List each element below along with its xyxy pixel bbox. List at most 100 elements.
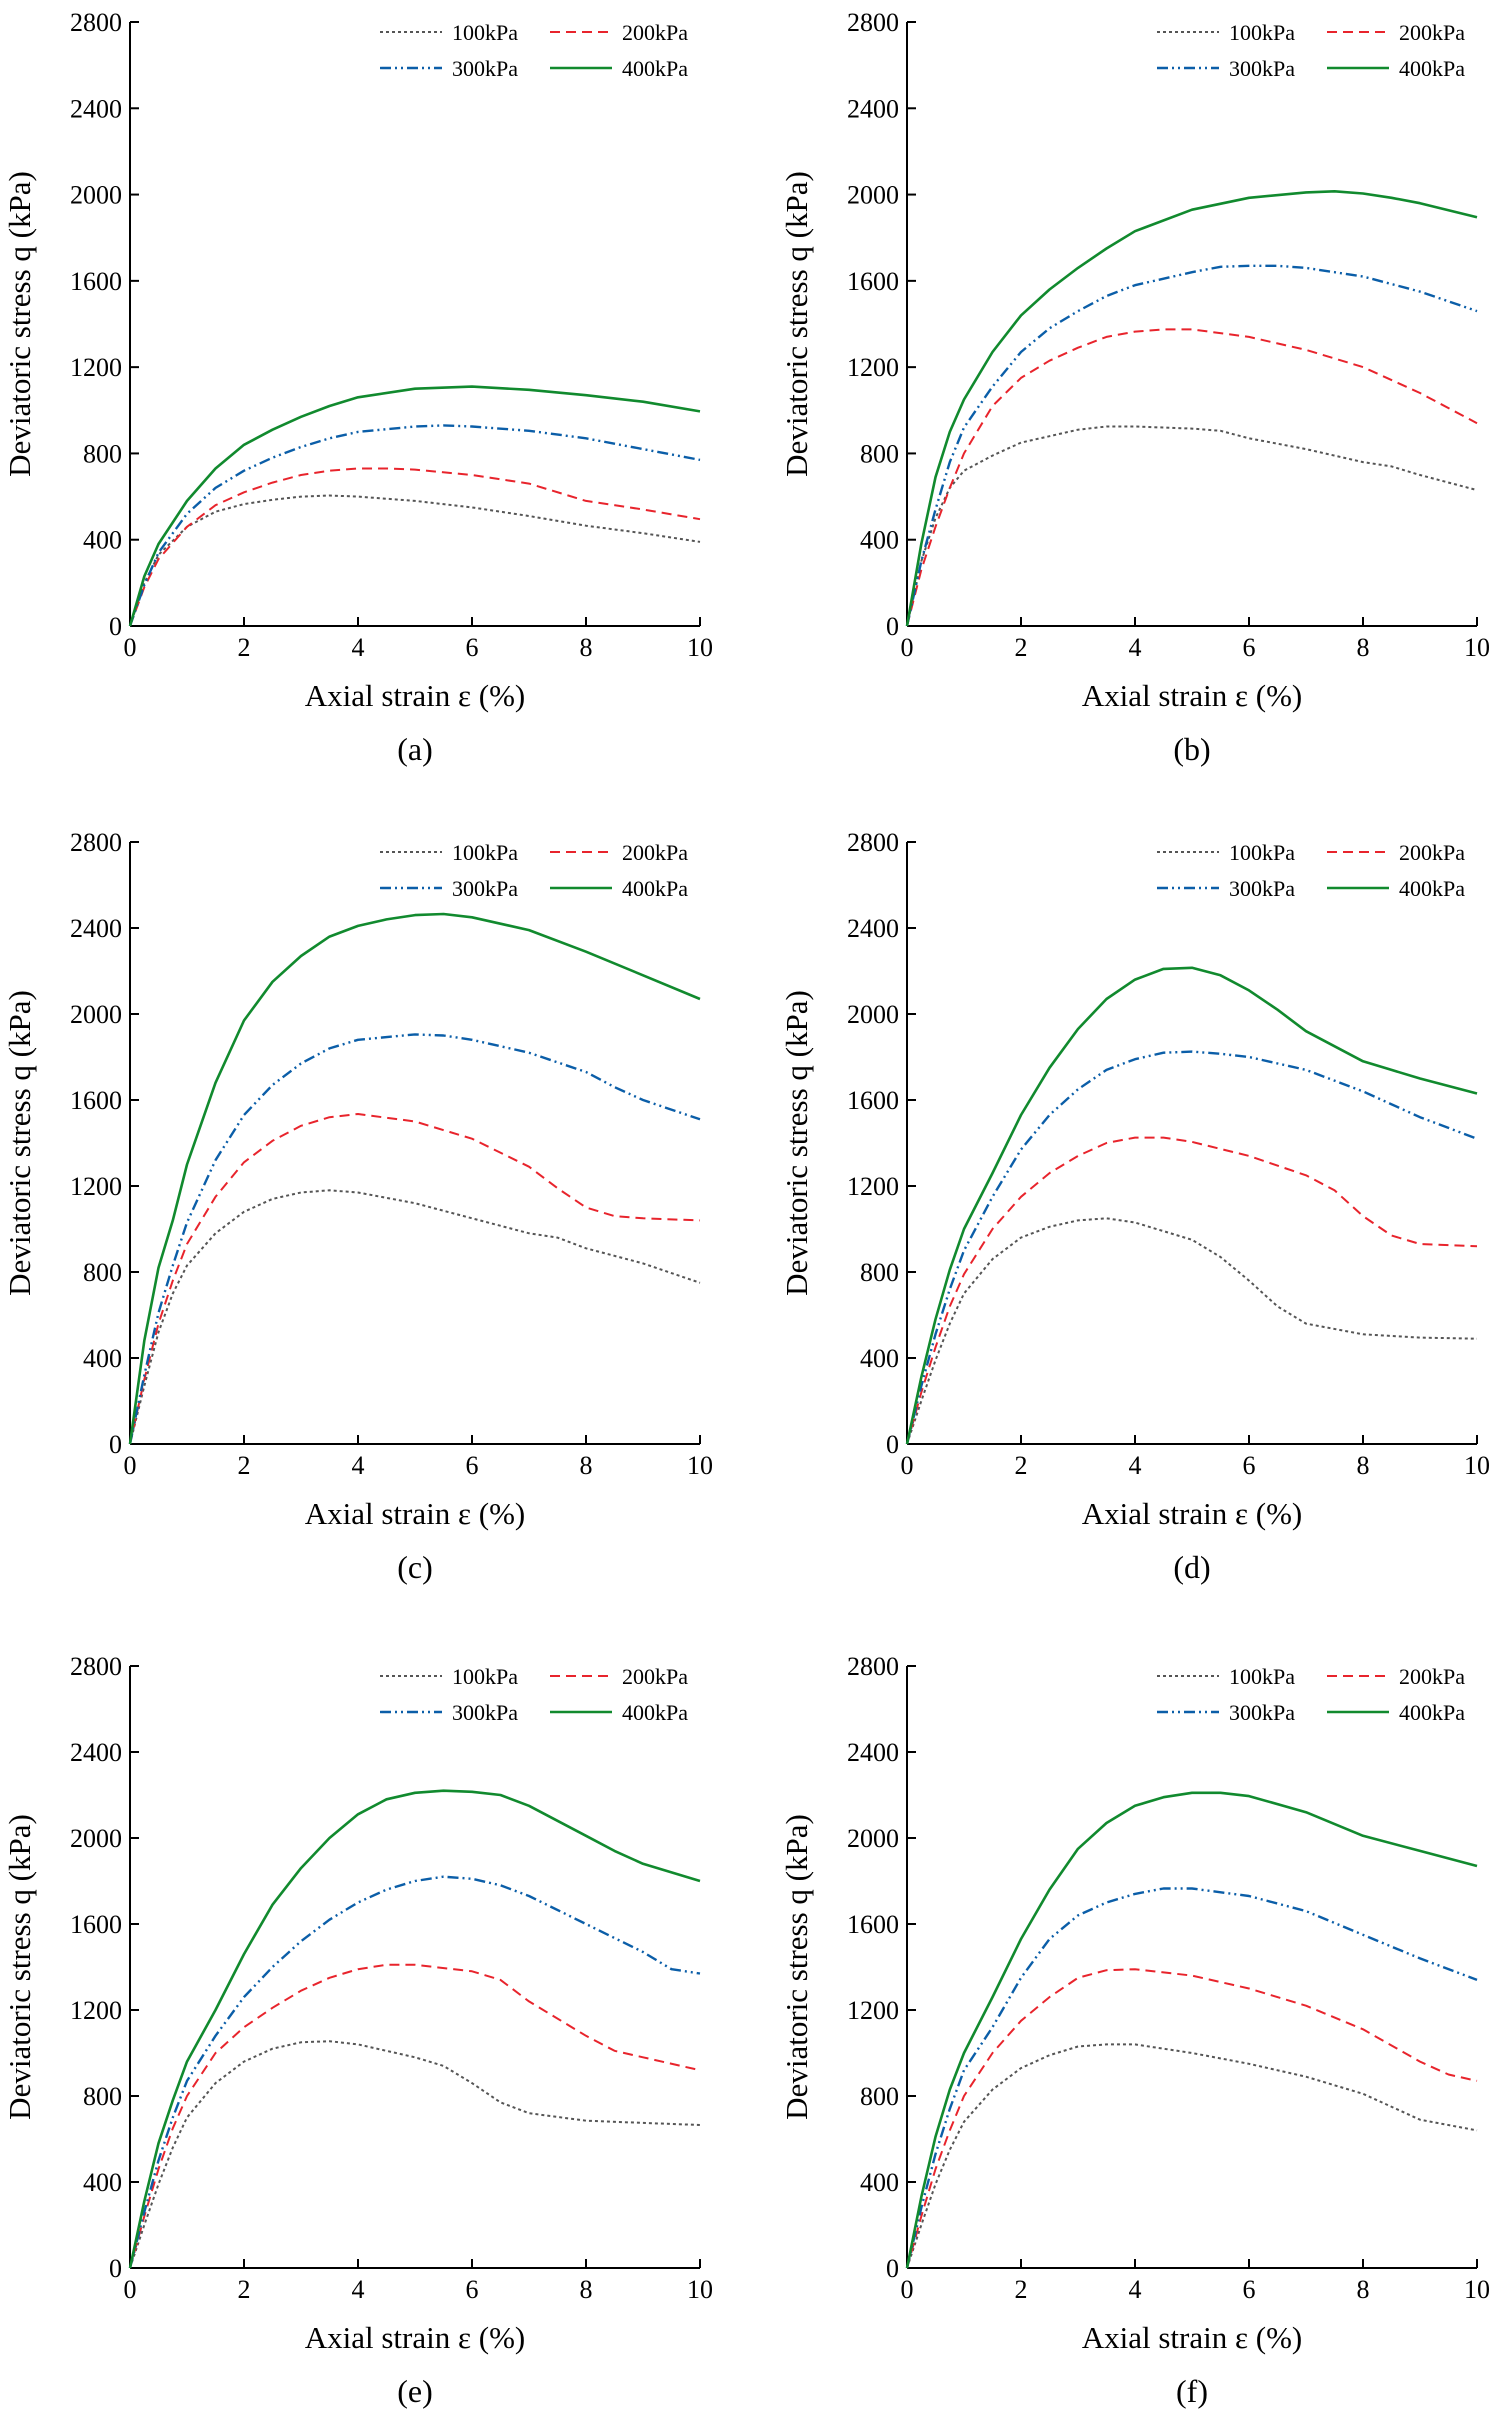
series-line-400kPa	[128, 912, 701, 1445]
chart-panel-4: 0 2 4 6 8 10 0 400 800 1200 1600 2000 2400 2800 Axial …	[779, 828, 1490, 1585]
legend-label: 100kPa	[1229, 1664, 1295, 1689]
series-line-400kPa	[128, 1789, 701, 2269]
y-tick-label: 2800	[847, 8, 899, 37]
x-tick-label: 8	[1357, 633, 1370, 662]
series-line-200kPa	[129, 1963, 701, 2269]
y-tick-label: 1600	[847, 1910, 899, 1939]
legend-label: 300kPa	[1229, 876, 1295, 901]
legend-label: 100kPa	[1229, 840, 1295, 865]
series-line-400kPa	[905, 1791, 1478, 2269]
y-tick-label: 2000	[847, 1824, 899, 1853]
x-tick-label: 0	[901, 633, 914, 662]
y-tick-label: 800	[83, 439, 122, 468]
x-axis-label: Axial strain ε (%)	[305, 1496, 525, 1531]
series-line-100kPa	[906, 425, 1478, 627]
chart-panel-5: 0 2 4 6 8 10 0 400 800 1200 1600 2000 2400 2800 Axial …	[2, 1652, 713, 2409]
y-tick-label: 400	[860, 1344, 899, 1373]
legend-label: 300kPa	[1229, 1700, 1295, 1725]
panel-label: (e)	[397, 2373, 433, 2409]
series-line-200kPa	[129, 467, 701, 627]
y-tick-label: 1200	[70, 353, 122, 382]
y-tick-label: 2800	[70, 8, 122, 37]
y-tick-label: 2800	[70, 828, 122, 857]
series-line-400kPa	[905, 966, 1478, 1445]
x-tick-label: 10	[1464, 1451, 1490, 1480]
series-line-100kPa	[129, 1189, 701, 1445]
legend: 100kPa 200kPa 300kPa 400kPa	[380, 20, 688, 81]
y-tick-label: 1200	[70, 1996, 122, 2025]
x-tick-label: 10	[1464, 633, 1490, 662]
panel-label: (a)	[397, 731, 433, 767]
y-tick-label: 1600	[847, 1086, 899, 1115]
y-tick-label: 1200	[70, 1172, 122, 1201]
y-tick-label: 2000	[70, 1824, 122, 1853]
legend: 100kPa 200kPa 300kPa 400kPa	[1157, 1664, 1465, 1725]
y-tick-label: 1600	[70, 267, 122, 296]
y-axis-label: Deviatoric stress q (kPa)	[2, 990, 37, 1296]
legend-label: 100kPa	[1229, 20, 1295, 45]
y-tick-label: 800	[860, 439, 899, 468]
x-tick-label: 2	[238, 633, 251, 662]
x-tick-label: 4	[352, 633, 365, 662]
x-tick-label: 6	[1243, 2275, 1256, 2304]
series-line-200kPa	[906, 1136, 1478, 1445]
x-tick-label: 4	[352, 2275, 365, 2304]
x-tick-label: 8	[580, 1451, 593, 1480]
x-tick-label: 0	[124, 1451, 137, 1480]
series-line-300kPa	[128, 1033, 701, 1445]
y-tick-label: 1200	[847, 353, 899, 382]
series-line-300kPa	[905, 1050, 1478, 1445]
y-axis-label: Deviatoric stress q (kPa)	[779, 990, 814, 1296]
panel-label: (d)	[1173, 1549, 1210, 1585]
x-tick-label: 4	[352, 1451, 365, 1480]
y-tick-label: 1200	[847, 1172, 899, 1201]
y-tick-label: 400	[860, 526, 899, 555]
x-tick-label: 10	[687, 633, 713, 662]
x-tick-label: 8	[580, 2275, 593, 2304]
y-tick-label: 1600	[70, 1910, 122, 1939]
y-tick-label: 0	[109, 612, 122, 641]
legend-label: 400kPa	[1399, 1700, 1465, 1725]
legend: 100kPa 200kPa 300kPa 400kPa	[380, 840, 688, 901]
x-axis-label: Axial strain ε (%)	[305, 678, 525, 713]
x-tick-label: 6	[466, 1451, 479, 1480]
y-tick-label: 1600	[70, 1086, 122, 1115]
x-tick-label: 2	[1015, 2275, 1028, 2304]
y-tick-label: 2000	[847, 181, 899, 210]
x-axis-label: Axial strain ε (%)	[1082, 1496, 1302, 1531]
x-tick-label: 2	[238, 1451, 251, 1480]
legend-label: 200kPa	[622, 20, 688, 45]
x-tick-label: 0	[901, 1451, 914, 1480]
x-tick-label: 8	[1357, 2275, 1370, 2304]
chart-panel-3: 0 2 4 6 8 10 0 400 800 1200 1600 2000 2400 2800 Axial …	[2, 828, 713, 1585]
y-tick-label: 2800	[847, 1652, 899, 1681]
x-tick-label: 2	[1015, 633, 1028, 662]
legend-label: 400kPa	[622, 56, 688, 81]
legend-label: 300kPa	[452, 56, 518, 81]
chart-panel-6: 0 2 4 6 8 10 0 400 800 1200 1600 2000 2400 2800 Axial …	[779, 1652, 1490, 2409]
series-line-100kPa	[906, 1217, 1478, 1445]
legend: 100kPa 200kPa 300kPa 400kPa	[380, 1664, 688, 1725]
x-tick-label: 8	[580, 633, 593, 662]
legend-label: 200kPa	[1399, 840, 1465, 865]
x-tick-label: 0	[124, 2275, 137, 2304]
x-axis-label: Axial strain ε (%)	[305, 2320, 525, 2355]
y-tick-label: 0	[886, 1430, 899, 1459]
series-line-300kPa	[128, 1875, 701, 2269]
x-tick-label: 2	[1015, 1451, 1028, 1480]
legend-label: 400kPa	[622, 876, 688, 901]
legend-label: 200kPa	[622, 1664, 688, 1689]
y-tick-label: 400	[83, 526, 122, 555]
series-line-400kPa	[905, 190, 1478, 627]
x-tick-label: 10	[687, 1451, 713, 1480]
panel-label: (c)	[397, 1549, 433, 1585]
series-line-200kPa	[906, 328, 1478, 627]
series-line-100kPa	[906, 2043, 1478, 2269]
y-tick-label: 2400	[847, 94, 899, 123]
series-line-300kPa	[905, 1887, 1478, 2269]
y-tick-label: 800	[860, 2082, 899, 2111]
series-line-300kPa	[905, 264, 1478, 627]
legend-label: 100kPa	[452, 1664, 518, 1689]
y-tick-label: 1200	[847, 1996, 899, 2025]
y-tick-label: 800	[83, 2082, 122, 2111]
